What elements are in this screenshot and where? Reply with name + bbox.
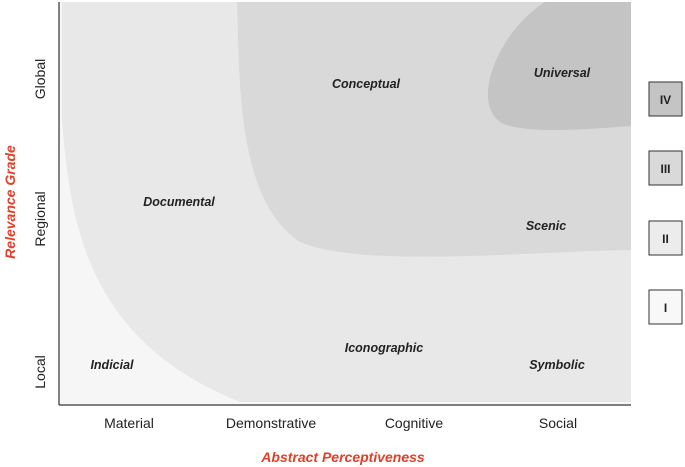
y-tick-local: Local [32,355,48,388]
region-band-universal [487,2,631,130]
level-box-i [648,289,683,325]
x-axis-title: Abstract Perceptiveness [260,449,425,465]
level-label-iii: III [660,162,670,176]
y-tick-regional: Regional [32,191,48,246]
x-tick-social: Social [539,415,577,431]
x-tick-demonstrative: Demonstrative [226,415,316,431]
region-label-scenic: Scenic [526,219,566,233]
region-label-documental: Documental [143,195,215,209]
level-box-iii [648,150,683,186]
region-label-indicial: Indicial [90,358,134,372]
level-box-ii [648,220,683,256]
level-label-ii: II [662,232,669,246]
level-label-iv: IV [660,93,671,107]
level-box-iv [648,81,683,117]
y-tick-global: Global [32,59,48,99]
region-label-conceptual: Conceptual [332,77,401,91]
level-label-i: I [664,301,667,315]
region-label-symbolic: Symbolic [529,358,585,372]
region-label-iconographic: Iconographic [345,341,424,355]
x-tick-cognitive: Cognitive [385,415,444,431]
x-tick-material: Material [104,415,154,431]
y-axis-title: Relevance Grade [2,145,18,259]
region-label-universal: Universal [534,66,591,80]
